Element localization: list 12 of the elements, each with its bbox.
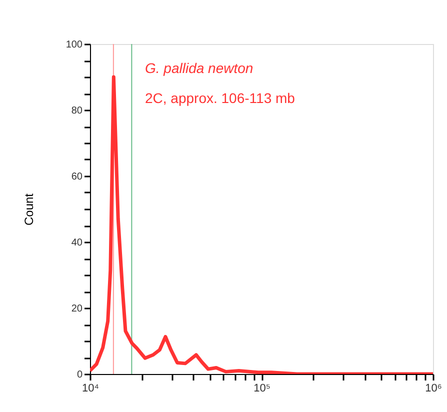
x-tick-label: 10⁴ xyxy=(82,382,100,394)
x-tick-label: 10⁵ xyxy=(254,382,270,394)
y-tick-label: 20 xyxy=(71,304,83,314)
y-axis-title: Count xyxy=(22,192,36,226)
y-tick-label: 100 xyxy=(66,40,83,50)
y-tick-label: 60 xyxy=(71,172,83,182)
y-tick-label: 80 xyxy=(71,106,83,116)
annotation: 2C, approx. 106-113 mb xyxy=(145,90,296,106)
y-tick-label: 40 xyxy=(71,238,83,248)
annotation: G. pallida newton xyxy=(145,60,254,76)
x-tick-label: 10⁶ xyxy=(425,382,442,394)
y-tick-label: 0 xyxy=(76,370,83,380)
